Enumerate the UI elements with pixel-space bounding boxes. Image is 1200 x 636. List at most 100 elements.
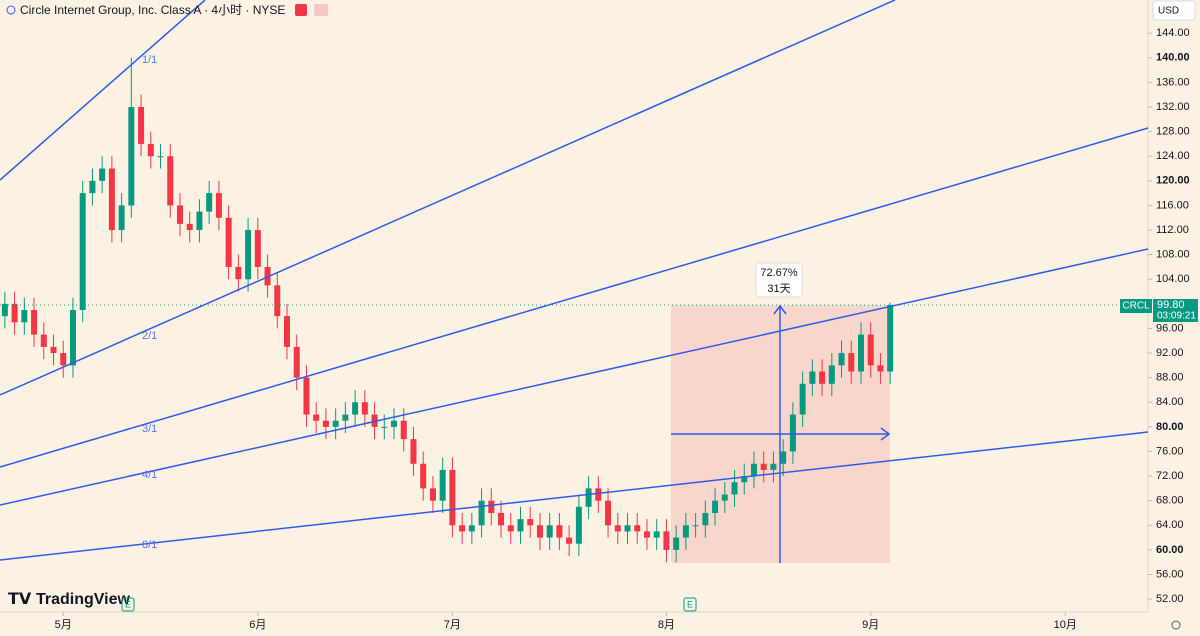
candle-body (556, 525, 563, 538)
candle-body (313, 414, 320, 421)
candle-body (741, 476, 748, 483)
candle-body (527, 519, 534, 526)
y-tick-label: 104.00 (1156, 273, 1190, 285)
y-tick-label: 108.00 (1156, 249, 1190, 261)
measure-label-box (755, 262, 803, 298)
price-label: 99.80 (1157, 299, 1185, 311)
candle-body (21, 309, 28, 323)
ticks: 52.00 56.00 60.00 64.00 68.00 72.00 76.00 80.00… (55, 27, 1190, 631)
candle-body (838, 353, 845, 366)
candle-body (410, 439, 417, 464)
fan-label: 8/1 (142, 539, 157, 551)
candle-body (789, 414, 796, 452)
candle-body (108, 168, 115, 231)
event-marker[interactable] (121, 597, 135, 612)
candle-body (595, 488, 602, 501)
candle-body (887, 305, 894, 372)
candle-body (614, 525, 621, 532)
x-tick-label: 7月 (444, 619, 461, 631)
event-marker-label[interactable]: E (687, 599, 693, 609)
candle-body (186, 223, 193, 231)
y-tick-label: 136.00 (1156, 76, 1190, 88)
fan-line (0, 127, 1149, 468)
candle-body (254, 230, 261, 267)
candle-body (750, 463, 757, 477)
candle-body (50, 346, 57, 354)
candle-body (721, 494, 728, 501)
candle-body (342, 414, 349, 421)
candle-body (780, 451, 787, 464)
wave-icon (314, 4, 328, 16)
candle-body (478, 500, 485, 526)
candle-body (663, 531, 670, 550)
candle-body (225, 217, 232, 267)
candle-body (284, 316, 290, 347)
candle-body (352, 402, 359, 415)
currency-label[interactable]: USD (1158, 6, 1179, 17)
y-tick-label: 124.00 (1156, 150, 1190, 162)
flag-icon (295, 4, 307, 16)
candles (1, 57, 894, 563)
y-tick-label: 92.00 (1156, 347, 1184, 359)
candle-body (420, 463, 427, 489)
candle-body (682, 525, 689, 538)
candle-body (215, 193, 222, 218)
symbol-label: CRCL (1122, 301, 1150, 312)
candle-body (799, 383, 806, 415)
brand: TradingView (36, 591, 131, 608)
candle-body (819, 371, 826, 384)
candle-body (605, 500, 612, 526)
candle-body (517, 519, 524, 532)
x-tick-label: 5月 (55, 619, 72, 631)
candle-body (167, 156, 174, 206)
candle-body (848, 353, 855, 372)
measure-duration: 31天 (767, 283, 790, 295)
x-tick-label: 8月 (658, 619, 675, 631)
y-tick-label: 52.00 (1156, 593, 1184, 605)
candle-body (206, 193, 213, 212)
candle-body (858, 334, 864, 372)
fan-line (0, 0, 206, 181)
candle-body (712, 500, 719, 513)
chart-title: Circle Internet Group, Inc. Class A · 4小… (20, 3, 285, 17)
candle-body (498, 512, 505, 526)
y-tick-label: 76.00 (1156, 445, 1184, 457)
candle-body (877, 365, 884, 372)
candle-body (828, 365, 835, 384)
y-tick-label: 132.00 (1156, 101, 1190, 113)
logo-icon (6, 5, 16, 15)
candle-body (702, 512, 709, 526)
candle-body (459, 525, 466, 532)
candle-body (400, 420, 407, 440)
candle-body (69, 309, 76, 366)
candle-body (31, 309, 38, 335)
candle-body (673, 537, 680, 550)
candle-body (157, 156, 164, 158)
candle-body (449, 469, 456, 526)
event-marker-label[interactable]: E (125, 599, 131, 609)
candle-body (867, 334, 874, 366)
countdown-label: 03:09:21 (1157, 311, 1196, 322)
fan-labels: 1/1 2/1 3/1 4/1 8/1 (142, 54, 157, 551)
fan-line (0, 248, 1149, 506)
candle-body (429, 488, 436, 501)
price-badge (1153, 299, 1198, 322)
settings-icon[interactable] (1171, 620, 1181, 630)
y-tick-label: 144.00 (1156, 27, 1190, 39)
fan-lines (0, 0, 1149, 563)
candle-body (147, 143, 154, 157)
candle-body (196, 211, 203, 231)
candle-body (488, 500, 495, 513)
candle-body (89, 180, 96, 194)
event-marker[interactable] (683, 597, 697, 612)
y-tick-label: 80.00 (1156, 421, 1184, 433)
candle-body (809, 371, 816, 384)
candle-body (536, 525, 543, 538)
candle-body (274, 285, 281, 317)
brand-logo: 𝗧𝗩 (8, 591, 32, 608)
candle-body (760, 463, 767, 470)
currency-box[interactable] (1152, 0, 1196, 21)
candle-body (770, 463, 777, 470)
